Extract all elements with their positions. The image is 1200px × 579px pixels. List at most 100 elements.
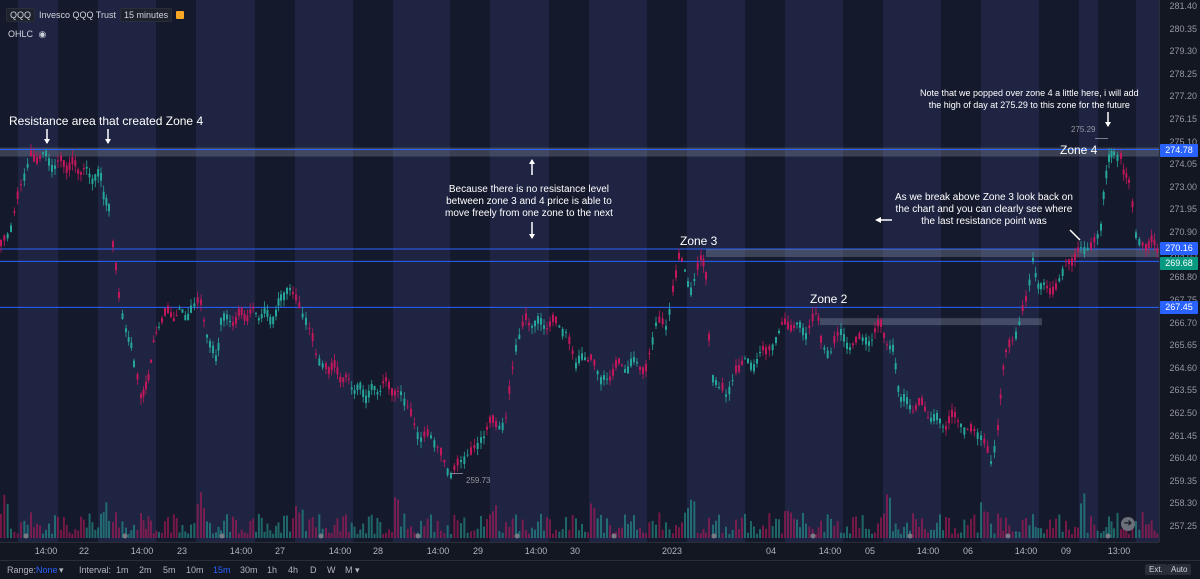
volume-bar <box>799 527 801 538</box>
zone3-band <box>706 249 1159 258</box>
candle-body <box>696 262 699 270</box>
candle-body <box>735 365 737 373</box>
symbol-ticker[interactable]: QQQ <box>6 8 36 22</box>
interval-1m[interactable]: 1m <box>116 565 129 575</box>
volume-bar <box>1040 528 1042 538</box>
candle-body <box>152 340 155 343</box>
volume-bar <box>315 527 317 538</box>
alert-icon[interactable] <box>176 11 185 19</box>
volume-bar <box>915 519 917 538</box>
time-axis[interactable]: 14:00 22 14:00 23 14:00 27 14:00 28 14:00 29 14:00… <box>0 542 1159 561</box>
candle-body <box>1110 151 1113 158</box>
moon-icon <box>1005 533 1011 539</box>
interval-10m[interactable]: 10m <box>186 565 204 575</box>
candle-body <box>232 322 234 326</box>
candle-body <box>753 364 755 372</box>
candle-body <box>57 160 59 162</box>
volume-bar <box>886 494 888 538</box>
volume-bar <box>246 533 249 538</box>
candle-body <box>223 313 225 321</box>
extended-hours-button[interactable]: Ext. <box>1145 564 1167 575</box>
candle-body <box>874 328 876 333</box>
volume-bar <box>648 522 651 538</box>
volume-bar <box>200 492 202 538</box>
volume-bar <box>108 520 110 538</box>
candle-body <box>578 355 580 364</box>
volume-bar <box>1037 527 1040 538</box>
candle-body <box>636 361 638 364</box>
candle-body <box>406 406 409 408</box>
interval-chip[interactable]: 15 minutes <box>120 8 173 22</box>
candle-body <box>593 359 596 366</box>
interval-5m[interactable]: 5m <box>163 565 176 575</box>
candle-body <box>112 241 114 248</box>
eye-off-icon[interactable]: ◉ <box>38 29 47 39</box>
volume-bar <box>23 520 26 538</box>
volume-bar <box>793 518 795 538</box>
candle-body <box>615 360 617 368</box>
auto-scale-button[interactable]: Auto <box>1167 564 1192 575</box>
price-tick-label: 279.30 <box>1169 46 1197 57</box>
candle-body <box>196 297 199 304</box>
price-tick-label: 275.10 <box>1169 136 1197 147</box>
volume-bar <box>537 521 539 538</box>
volume-bar <box>715 520 717 538</box>
volume-bar <box>237 533 240 538</box>
candle-body <box>1032 257 1034 262</box>
range-dropdown-icon[interactable]: ▾ <box>59 565 64 575</box>
volume-bar <box>39 525 41 538</box>
bottom-toolbar: Range: None ▾ Interval: 1m 2m 5m 10m 15m 30m 1… <box>0 560 1200 579</box>
volume-bar <box>77 530 80 538</box>
volume-bar <box>57 516 59 538</box>
volume-bar <box>787 510 789 538</box>
volume-bar <box>350 522 353 538</box>
interval-1h[interactable]: 1h <box>267 565 278 575</box>
volume-bar <box>558 531 561 538</box>
candle-body <box>705 271 707 280</box>
candle-body <box>790 324 792 332</box>
volume-bar <box>1122 526 1125 538</box>
interval-30m[interactable]: 30m <box>240 565 258 575</box>
volume-bar <box>759 529 761 538</box>
chart-canvas[interactable] <box>0 0 1159 542</box>
volume-bar <box>489 514 491 538</box>
volume-bar <box>790 512 792 538</box>
volume-bar <box>1049 519 1051 538</box>
annotation-right-break: As we break above Zone 3 look back on th… <box>895 192 1073 228</box>
interval-M[interactable]: M <box>345 565 353 575</box>
moon-icon <box>219 533 225 539</box>
interval-4h[interactable]: 4h <box>288 565 299 575</box>
candle-body <box>997 425 999 431</box>
volume-bar <box>97 527 100 538</box>
scroll-to-realtime-icon[interactable]: ➔ <box>1121 517 1135 531</box>
volume-bar <box>1090 516 1092 538</box>
interval-2m[interactable]: 2m <box>139 565 152 575</box>
price-tick-label: 267.75 <box>1169 294 1197 305</box>
volume-bar <box>1077 527 1079 538</box>
candle-body <box>855 336 857 343</box>
candle-body <box>546 328 548 330</box>
time-tick-label: 2023 <box>661 546 683 556</box>
candle-body <box>1083 246 1086 255</box>
volume-bar <box>636 529 638 538</box>
candle-body <box>951 409 953 418</box>
interval-dropdown-icon[interactable]: ▾ <box>355 565 360 575</box>
candle-body <box>921 397 923 406</box>
interval-D[interactable]: D <box>310 565 317 575</box>
price-axis[interactable]: 281.40 280.35 279.30 278.25 277.20 276.15 275.… <box>1159 0 1200 542</box>
interval-15m[interactable]: 15m <box>213 565 231 575</box>
volume-bar <box>590 503 592 538</box>
candle-body <box>915 405 917 410</box>
volume-bar <box>1074 526 1076 538</box>
time-tick-label: 05 <box>864 546 876 556</box>
volume-bar <box>815 533 817 538</box>
volume-bar <box>1055 518 1057 538</box>
volume-bar <box>675 524 677 538</box>
volume-bar <box>394 497 396 538</box>
candle-body <box>584 357 586 361</box>
interval-W[interactable]: W <box>327 565 336 575</box>
volume-bar <box>170 532 172 538</box>
candle-body <box>133 360 135 367</box>
range-select[interactable]: None <box>36 565 58 575</box>
volume-bar <box>696 532 699 538</box>
